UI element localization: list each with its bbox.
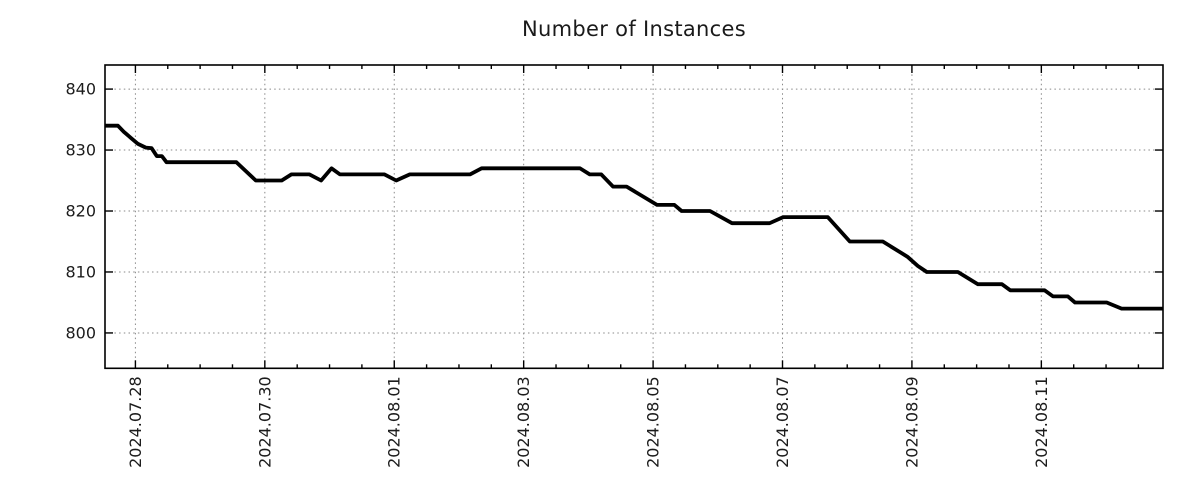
x-tick-label: 2024.08.11 — [1032, 376, 1051, 468]
data-line-instances — [105, 123, 1163, 311]
plot-border — [104, 64, 1164, 370]
y-tick-label: 820 — [65, 202, 96, 221]
x-tick-label: 2024.08.03 — [514, 376, 533, 468]
x-tick-label: 2024.08.07 — [773, 376, 792, 468]
x-tick-label: 2024.07.28 — [126, 376, 145, 468]
x-tick-label: 2024.08.05 — [644, 376, 663, 468]
y-tick-label: 840 — [65, 80, 96, 99]
x-tick-label: 2024.07.30 — [255, 376, 274, 468]
x-tick-label: 2024.08.09 — [902, 376, 921, 468]
x-tick-label: 2024.08.01 — [385, 376, 404, 468]
y-tick-label: 810 — [65, 262, 96, 281]
y-tick-label: 800 — [65, 323, 96, 342]
y-tick-label: 830 — [65, 141, 96, 160]
chart-title: Number of Instances — [522, 17, 746, 41]
